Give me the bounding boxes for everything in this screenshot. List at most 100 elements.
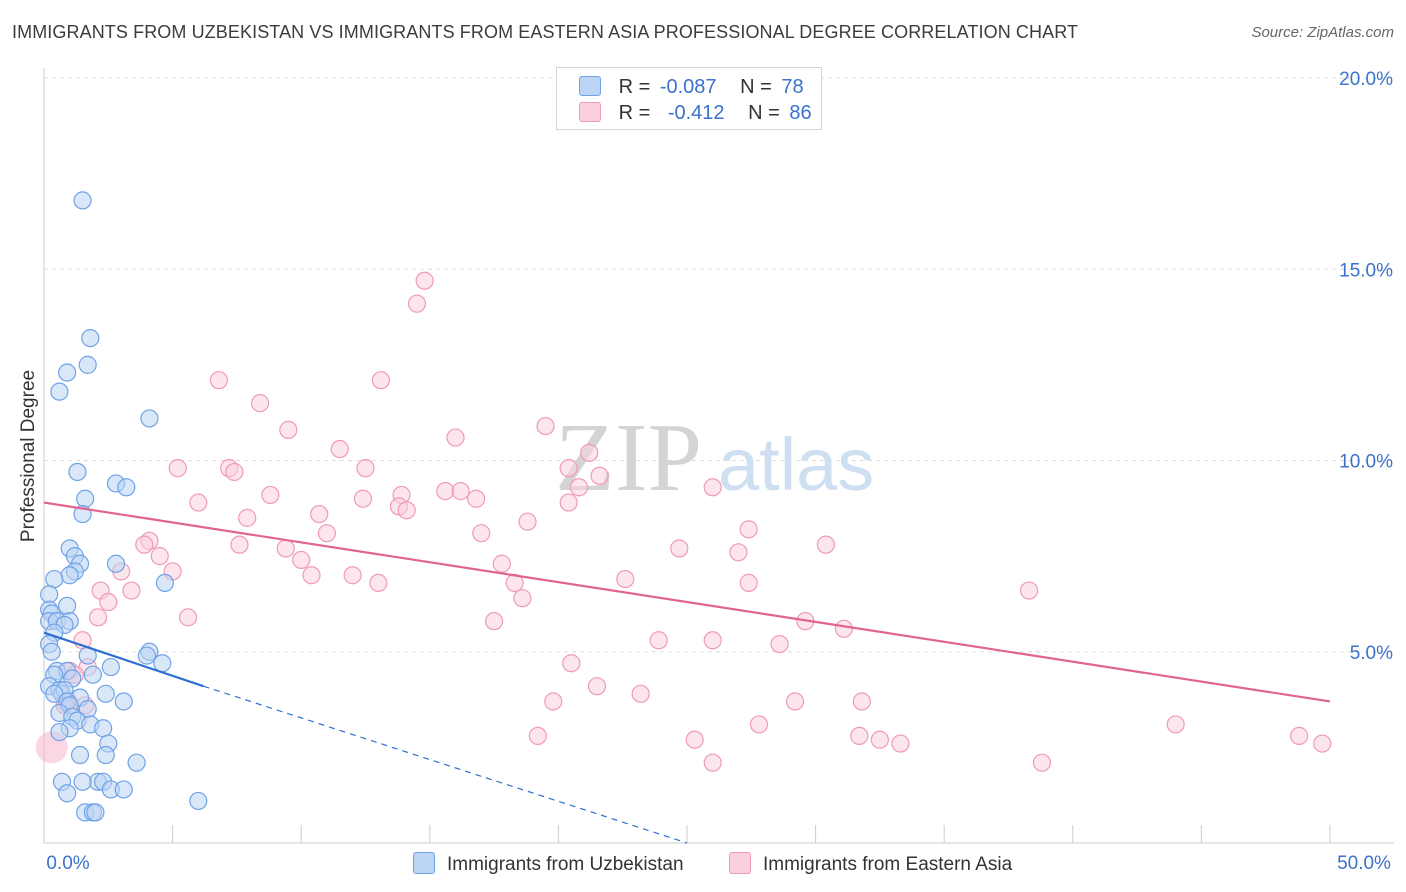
eastern-asia-point: [343, 566, 362, 585]
eastern-asia-point: [225, 462, 244, 482]
uzbekistan-point: [155, 573, 174, 593]
uzbekistan-point: [106, 554, 126, 573]
uzbekistan-point: [58, 784, 77, 803]
uzbekistan-point: [189, 791, 208, 811]
eastern-asia-point: [729, 543, 748, 562]
eastern-asia-point: [279, 420, 298, 439]
uzbekistan-trend-extension: [203, 685, 688, 844]
uzbekistan-point: [60, 566, 79, 585]
eastern-asia-point: [580, 443, 599, 462]
eastern-asia-point: [122, 581, 141, 600]
uzbekistan-trend-line: [43, 631, 204, 688]
uzbekistan-point: [42, 642, 61, 661]
eastern-asia-point: [492, 554, 511, 573]
legend-n-label: N =: [740, 76, 772, 98]
eastern-asia-point: [590, 466, 609, 485]
eastern-asia-point: [852, 692, 871, 711]
uzbekistan-point: [50, 382, 69, 401]
eastern-asia-point: [353, 489, 373, 508]
eastern-asia-point: [670, 539, 689, 558]
eastern-asia-point: [485, 612, 504, 631]
uzbekistan-point: [78, 355, 97, 374]
axes: [43, 68, 1394, 844]
eastern-asia-point: [631, 684, 650, 703]
eastern-asia-point: [513, 589, 532, 608]
uzbekistan-point: [96, 684, 115, 703]
watermark-atlas: atlas: [718, 423, 874, 506]
uzbekistan-point: [114, 780, 133, 799]
eastern-asia-point: [292, 550, 311, 570]
eastern-asia-point: [446, 428, 465, 447]
legend-item-eastern-asia: Immigrants from Eastern Asia: [729, 852, 1012, 876]
uzbekistan-point: [137, 646, 156, 665]
legend-n-value: 78: [781, 76, 804, 98]
eastern-asia-point: [1166, 715, 1185, 734]
eastern-asia-point: [544, 692, 563, 711]
eastern-asia-point: [559, 459, 578, 478]
eastern-asia-point: [178, 608, 198, 627]
eastern-asia-point: [317, 524, 337, 543]
legend-label-eastern-asia: Immigrants from Eastern Asia: [763, 854, 1013, 875]
y-axis-label: Professional Degree: [18, 370, 39, 542]
eastern-asia-point: [371, 371, 391, 390]
uzbekistan-point: [117, 478, 136, 497]
eastern-asia-point: [739, 573, 758, 593]
eastern-asia-point: [703, 753, 722, 772]
eastern-asia-point: [88, 608, 108, 627]
x-tick-labels: 0.0% 50.0%: [46, 853, 1391, 874]
gridlines: [44, 77, 1394, 653]
eastern-asia-point: [649, 631, 668, 650]
eastern-asia-point: [891, 734, 910, 753]
series-legend: Immigrants from Uzbekistan Immigrants fr…: [0, 850, 1406, 880]
trend-lines: [43, 501, 1331, 844]
uzbekistan-point: [153, 654, 172, 673]
eastern-asia-point: [436, 482, 455, 501]
uzbekistan-point: [73, 191, 92, 210]
chart-title: IMMIGRANTS FROM UZBEKISTAN VS IMMIGRANTS…: [12, 22, 1079, 42]
eastern-asia-point: [330, 439, 349, 459]
uzbekistan-point: [50, 722, 69, 742]
eastern-asia-point: [703, 631, 722, 650]
eastern-asia-point: [238, 508, 257, 527]
eastern-asia-point: [518, 512, 537, 531]
eastern-asia-point: [168, 459, 187, 478]
uzbekistan-point: [70, 745, 90, 765]
eastern-asia-point: [250, 394, 270, 413]
eastern-asia-point: [536, 416, 555, 436]
eastern-asia-point: [472, 524, 491, 543]
eastern-asia-point: [562, 654, 581, 673]
uzbekistan-point: [68, 462, 87, 482]
y-tick-label: 15.0%: [1339, 260, 1393, 281]
y-tick-label: 5.0%: [1350, 643, 1393, 664]
uzbekistan-point: [45, 569, 64, 589]
eastern-asia-point: [466, 489, 486, 508]
uzbekistan-point: [76, 489, 95, 508]
legend-swatch-uzbekistan: [579, 76, 601, 96]
legend-r-label: R =: [618, 76, 651, 98]
eastern-asia-point: [528, 726, 547, 746]
eastern-asia-point: [135, 535, 154, 554]
eastern-asia-point: [850, 726, 869, 746]
eastern-asia-point: [870, 730, 890, 749]
y-tick-label: 10.0%: [1339, 452, 1393, 473]
uzbekistan-point: [58, 596, 77, 615]
y-tick-labels: 5.0% 10.0% 15.0% 20.0%: [1339, 69, 1393, 664]
y-tick-label: 20.0%: [1339, 69, 1393, 90]
eastern-asia-point: [816, 535, 835, 554]
eastern-asia-point: [1032, 753, 1052, 772]
source-label: Source: ZipAtlas.com: [1251, 24, 1394, 41]
eastern-asia-point: [369, 573, 388, 593]
eastern-asia-point: [356, 459, 375, 478]
legend-r-value: -0.087: [659, 76, 717, 98]
uzbekistan-point: [94, 719, 113, 738]
legend-swatch-eastern-asia: [579, 102, 601, 122]
uzbekistan-point: [96, 745, 115, 765]
eastern-asia-point: [150, 547, 169, 566]
legend-swatch-eastern-asia: [729, 852, 751, 874]
uzbekistan-point: [58, 363, 77, 382]
x-tick-label: 50.0%: [1337, 853, 1391, 874]
eastern-asia-point: [749, 715, 769, 734]
eastern-asia-point: [739, 520, 758, 539]
uzbekistan-point: [86, 803, 105, 822]
